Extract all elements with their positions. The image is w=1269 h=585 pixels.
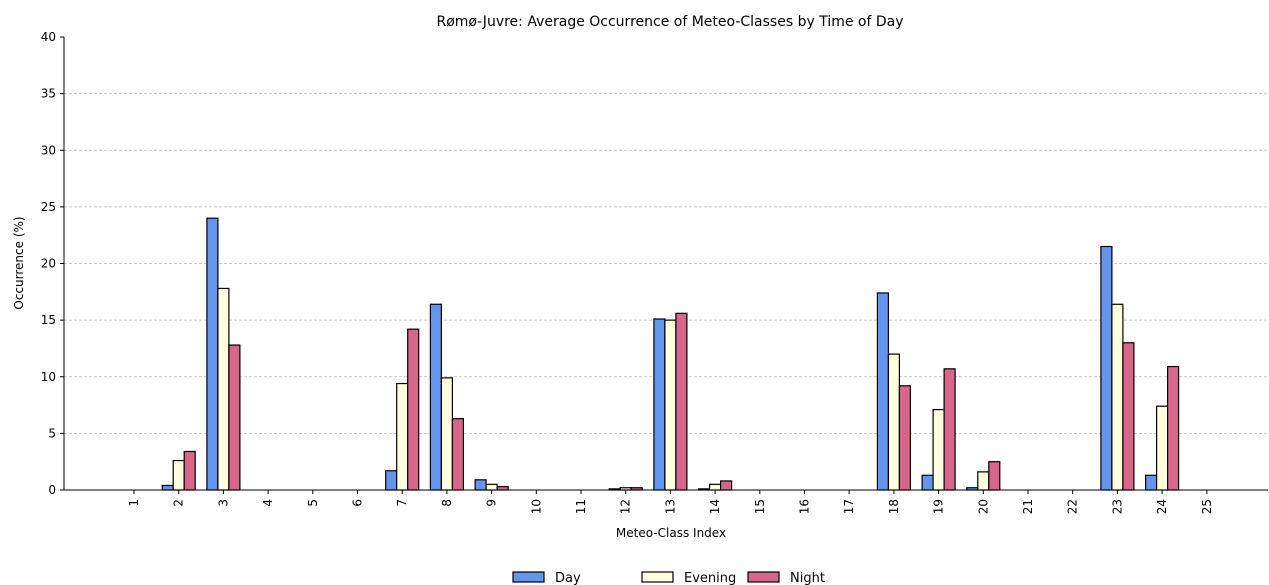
bar-day-3 bbox=[206, 217, 219, 491]
y-axis-label: Occurrence (%) bbox=[12, 216, 26, 309]
legend-swatch-night bbox=[747, 571, 780, 583]
bar-day-19 bbox=[921, 474, 934, 491]
bar-night-14 bbox=[719, 480, 733, 491]
bar-day-9 bbox=[474, 479, 487, 491]
x-tick-label: 3 bbox=[216, 499, 230, 507]
bar-evening-18 bbox=[887, 353, 901, 491]
x-tick-label: 18 bbox=[887, 499, 901, 514]
bar-evening-24 bbox=[1155, 405, 1169, 491]
x-tick-label: 23 bbox=[1110, 499, 1124, 514]
bar-day-8 bbox=[429, 303, 442, 491]
x-tick-label: 20 bbox=[976, 499, 990, 514]
bar-night-7 bbox=[407, 328, 420, 491]
bar-night-24 bbox=[1166, 365, 1180, 491]
x-axis-label: Meteo-Class Index bbox=[616, 526, 726, 540]
bar-evening-14 bbox=[708, 483, 722, 491]
x-tick-label: 17 bbox=[842, 499, 856, 514]
bar-evening-9 bbox=[485, 483, 498, 491]
chart-title: Rømø-Juvre: Average Occurrence of Meteo-… bbox=[436, 14, 903, 30]
x-tick-label: 1 bbox=[127, 499, 141, 507]
x-tick-label: 16 bbox=[798, 499, 812, 514]
y-tick-label: 10 bbox=[41, 370, 56, 384]
x-tick-label: 15 bbox=[753, 499, 767, 514]
legend-label-night: Night bbox=[790, 571, 825, 585]
x-tick-label: 21 bbox=[1021, 499, 1035, 514]
x-tick-label: 25 bbox=[1200, 499, 1214, 514]
bar-evening-8 bbox=[440, 377, 453, 491]
bar-evening-20 bbox=[977, 471, 990, 491]
legend-label-day: Day bbox=[555, 571, 581, 585]
x-tick-label: 11 bbox=[574, 499, 588, 514]
bar-night-13 bbox=[675, 312, 688, 491]
bar-night-3 bbox=[228, 344, 241, 491]
bar-night-19 bbox=[943, 368, 956, 491]
bar-day-7 bbox=[385, 470, 398, 491]
x-tick-label: 7 bbox=[395, 499, 409, 507]
y-tick-label: 40 bbox=[41, 30, 56, 44]
bar-evening-23 bbox=[1111, 303, 1124, 491]
bar-night-18 bbox=[898, 385, 912, 491]
x-tick-label: 4 bbox=[261, 499, 275, 507]
bar-day-23 bbox=[1100, 245, 1113, 491]
x-tick-label: 13 bbox=[663, 499, 677, 514]
y-tick-label: 30 bbox=[41, 143, 56, 157]
legend-swatch-evening bbox=[641, 571, 674, 583]
bar-evening-3 bbox=[217, 287, 230, 491]
x-tick-label: 10 bbox=[529, 499, 543, 514]
x-tick-label: 5 bbox=[306, 499, 320, 507]
legend-label-evening: Evening bbox=[684, 571, 736, 585]
x-tick-label: 24 bbox=[1155, 499, 1169, 514]
y-tick-label: 15 bbox=[41, 313, 56, 327]
x-tick-label: 22 bbox=[1066, 499, 1080, 514]
bar-day-2 bbox=[161, 484, 174, 491]
x-tick-labels: 1 2 3 4 5 6 7 8 9 10 11 12 13 14 15 16 17 18 19 20 21 22 23 24 2… bbox=[127, 490, 1214, 514]
x-tick-label: 6 bbox=[351, 499, 365, 507]
bar-day-24 bbox=[1144, 474, 1158, 491]
x-tick-label: 2 bbox=[172, 499, 186, 507]
y-tick-labels: 0 5 10 15 20 25 30 35 40 bbox=[41, 30, 64, 497]
bar-evening-13 bbox=[664, 319, 677, 491]
bar-evening-19 bbox=[932, 408, 945, 491]
y-tick-label: 0 bbox=[48, 483, 56, 497]
bars bbox=[161, 217, 1180, 491]
x-tick-label: 12 bbox=[619, 499, 633, 514]
y-tick-label: 20 bbox=[41, 257, 56, 271]
x-tick-label: 14 bbox=[708, 499, 722, 514]
bar-evening-2 bbox=[172, 459, 185, 491]
bar-night-23 bbox=[1122, 342, 1135, 491]
y-tick-label: 5 bbox=[48, 426, 56, 440]
y-tick-label: 25 bbox=[41, 200, 56, 214]
bar-night-8 bbox=[451, 418, 464, 491]
bar-evening-7 bbox=[396, 382, 409, 491]
bar-night-20 bbox=[988, 461, 1001, 491]
bar-night-2 bbox=[183, 450, 196, 491]
legend: Day Evening Night bbox=[512, 571, 825, 585]
bar-night-9 bbox=[496, 486, 509, 491]
x-tick-label: 19 bbox=[932, 499, 946, 514]
bar-day-18 bbox=[876, 292, 890, 491]
y-tick-label: 35 bbox=[41, 87, 56, 101]
bar-day-13 bbox=[653, 318, 666, 491]
x-tick-label: 9 bbox=[485, 499, 499, 507]
legend-swatch-day bbox=[512, 571, 545, 583]
x-tick-label: 8 bbox=[440, 499, 454, 507]
